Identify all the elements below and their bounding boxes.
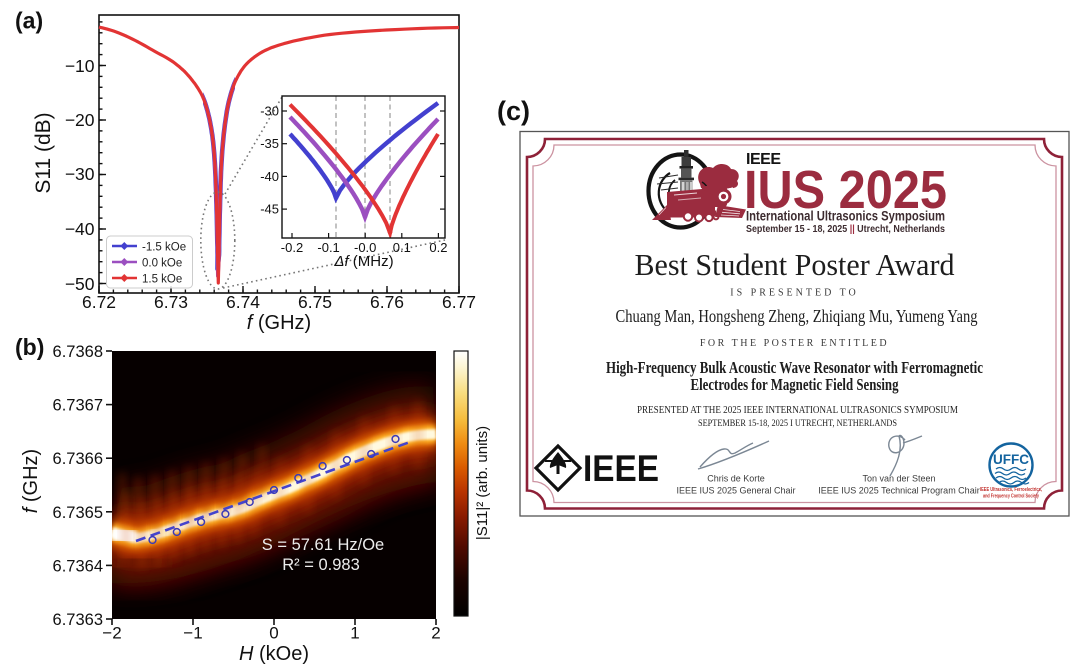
svg-text:-30: -30 xyxy=(260,104,279,119)
svg-text:6.7363: 6.7363 xyxy=(53,611,103,629)
svg-text:S = 57.61 Hz/Oe: S = 57.61 Hz/Oe xyxy=(262,536,384,554)
svg-text:−10: −10 xyxy=(65,56,95,76)
svg-text:IUS 2025: IUS 2025 xyxy=(744,160,947,220)
svg-text:6.75: 6.75 xyxy=(298,292,332,312)
svg-text:IS PRESENTED TO: IS PRESENTED TO xyxy=(730,288,859,299)
svg-text:Ton van der Steen: Ton van der Steen xyxy=(862,474,935,484)
svg-text:Δf (MHz): Δf (MHz) xyxy=(333,253,393,270)
svg-text:Electrodes for Magnetic Field: Electrodes for Magnetic Field Sensing xyxy=(691,375,900,394)
svg-text:IEEE IUS 2025 General Chair: IEEE IUS 2025 General Chair xyxy=(676,486,795,496)
svg-text:-35: -35 xyxy=(260,136,279,151)
svg-text:6.74: 6.74 xyxy=(226,292,260,312)
svg-text:−1: −1 xyxy=(183,624,202,643)
svg-text:Best Student Poster Award: Best Student Poster Award xyxy=(635,247,955,282)
svg-text:PRESENTED AT THE 2025 IEEE INT: PRESENTED AT THE 2025 IEEE INTERNATIONAL… xyxy=(637,404,958,416)
svg-text:−2: −2 xyxy=(102,624,121,643)
svg-text:IEEE: IEEE xyxy=(746,151,781,168)
svg-text:(c): (c) xyxy=(497,96,530,126)
svg-text:-0.2: -0.2 xyxy=(281,240,303,255)
svg-text:September 15 - 18, 2025 || Utr: September 15 - 18, 2025 || Utrecht, Neth… xyxy=(746,223,945,235)
svg-text:6.76: 6.76 xyxy=(370,292,404,312)
svg-text:-0.0: -0.0 xyxy=(354,240,376,255)
svg-text:−50: −50 xyxy=(65,274,95,294)
svg-text:−20: −20 xyxy=(65,110,95,130)
svg-text:0: 0 xyxy=(269,624,278,643)
svg-text:|S11|² (arb. units): |S11|² (arb. units) xyxy=(474,426,491,540)
svg-text:6.7366: 6.7366 xyxy=(53,450,103,468)
svg-text:2: 2 xyxy=(431,624,440,643)
svg-text:(a): (a) xyxy=(15,8,43,34)
svg-text:6.72: 6.72 xyxy=(82,292,116,312)
svg-text:6.7364: 6.7364 xyxy=(53,557,103,575)
svg-text:High-Frequency Bulk Acoustic W: High-Frequency Bulk Acoustic Wave Resona… xyxy=(606,358,983,377)
svg-text:0.1: 0.1 xyxy=(393,240,411,255)
svg-text:f (GHz): f (GHz) xyxy=(20,449,42,513)
svg-text:0.0 kOe: 0.0 kOe xyxy=(142,258,182,270)
svg-text:6.73: 6.73 xyxy=(154,292,188,312)
svg-text:UFFC: UFFC xyxy=(993,451,1029,467)
svg-text:6.7368: 6.7368 xyxy=(53,343,103,361)
svg-text:1: 1 xyxy=(350,624,359,643)
svg-text:6.77: 6.77 xyxy=(442,292,476,312)
svg-text:IEEE IUS 2025 Technical Progra: IEEE IUS 2025 Technical Program Chair xyxy=(818,486,979,496)
svg-text:0.2: 0.2 xyxy=(429,240,447,255)
svg-text:−40: −40 xyxy=(65,219,95,239)
svg-text:SEPTEMBER 15-18, 2025 I UTRECH: SEPTEMBER 15-18, 2025 I UTRECHT, NETHERL… xyxy=(698,419,897,429)
svg-text:Chuang Man, Hongsheng Zheng, Z: Chuang Man, Hongsheng Zheng, Zhiqiang Mu… xyxy=(616,306,978,326)
svg-text:IEEE: IEEE xyxy=(583,448,659,489)
svg-text:(b): (b) xyxy=(15,334,44,360)
svg-text:1.5 kOe: 1.5 kOe xyxy=(142,274,182,286)
svg-text:International Ultrasonics Symp: International Ultrasonics Symposium xyxy=(746,209,945,224)
svg-text:-0.1: -0.1 xyxy=(317,240,339,255)
svg-text:and Frequency Control Society: and Frequency Control Society xyxy=(983,494,1040,500)
svg-text:Chris de Korte: Chris de Korte xyxy=(707,474,765,484)
svg-text:6.7367: 6.7367 xyxy=(53,397,103,415)
svg-text:-40: -40 xyxy=(260,169,279,184)
svg-text:R² = 0.983: R² = 0.983 xyxy=(282,556,360,574)
svg-text:-1.5 kOe: -1.5 kOe xyxy=(142,242,186,254)
svg-text:−30: −30 xyxy=(65,164,95,184)
svg-text:H (kOe): H (kOe) xyxy=(239,643,309,665)
svg-text:FOR THE POSTER ENTITLED: FOR THE POSTER ENTITLED xyxy=(700,338,889,349)
svg-text:-45: -45 xyxy=(260,202,279,217)
svg-text:IEEE Ultrasonics, Ferroelectri: IEEE Ultrasonics, Ferroelectrics, xyxy=(980,487,1042,493)
svg-text:S11 (dB): S11 (dB) xyxy=(32,112,55,193)
svg-text:f (GHz): f (GHz) xyxy=(247,312,311,334)
svg-text:6.7365: 6.7365 xyxy=(53,504,103,522)
